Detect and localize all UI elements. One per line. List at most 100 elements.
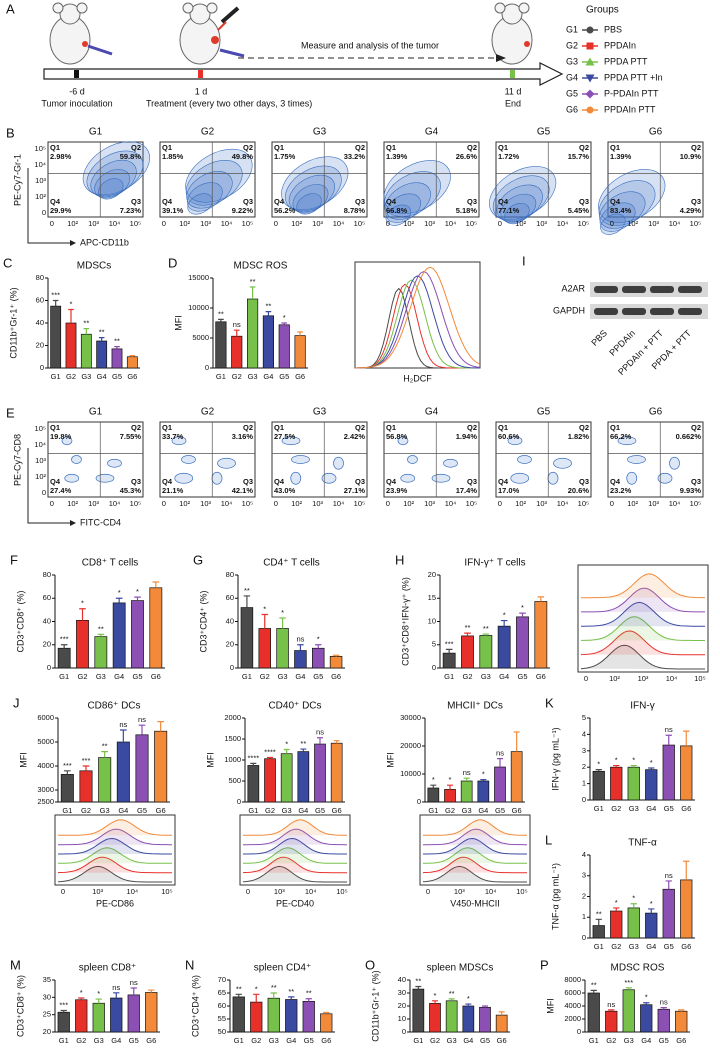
histogram-curve [580,630,705,656]
y-tick-label: 10³ [35,176,46,185]
error-bar [315,644,322,649]
x-tick-label: 10⁵ [578,499,589,508]
x-tick-label: G3 [81,372,91,381]
y-tick-label: 60 [218,1001,226,1010]
error-bar [300,748,307,752]
quadrant-value: 49.8% [232,152,254,161]
bar [662,744,675,801]
contour [384,182,431,220]
contour [385,204,412,226]
x-tick-label: 10² [515,219,526,228]
band-label: A2AR [561,283,585,293]
x-tick-label: G4 [641,1036,651,1045]
legend-name: PPDAIn [604,40,636,50]
significance: * [136,587,139,596]
x-tick-label: 0 [498,499,502,508]
x-axis-label: FITC-CD4 [80,517,121,527]
x-tick-label: 10⁴ [333,219,345,228]
quadrant-value: 17.0% [498,486,520,495]
plot-title: G4 [425,407,439,418]
significance: *** [82,756,91,765]
y-tick-label: 20 [428,570,436,579]
bar [442,652,456,669]
x-tick-label: G2 [232,372,242,381]
histogram-curve [243,828,347,846]
y-tick-label: 60 [226,593,234,602]
error-bar [497,758,503,767]
bar [510,751,523,803]
quadrant-name: Q2 [355,143,365,152]
error-bar [480,779,487,781]
quadrant-name: Q3 [131,197,141,206]
error-bar [283,748,290,754]
y-tick-label: 40 [36,318,44,327]
y-tick-label: 5 [432,640,436,649]
x-tick-label: G2 [606,1036,616,1045]
x-tick-label: 0 [162,499,166,508]
y-tick-label: 4 [582,850,586,859]
x-tick-label: G3 [629,804,639,813]
chart-title: TNF-α [628,838,657,849]
significance: ns [296,635,304,644]
contour [507,436,523,446]
significance: **** [247,753,259,762]
error-bar [281,322,288,325]
x-tick-label: G1 [59,672,69,681]
bar [267,997,280,1033]
quadrant-name: Q3 [467,477,477,486]
contour [321,472,337,484]
error-bar [60,1009,67,1013]
timeline-day: 1 d [195,86,208,96]
contour [186,171,233,209]
y-tick-label: 0 [205,363,209,372]
x-tick-label: 10⁵ [161,887,172,896]
x-tick-label: 0 [386,219,390,228]
x-tick-label: 10³ [274,887,285,896]
x-tick-label: 0 [50,219,54,228]
x-tick-label: G3 [447,1036,457,1045]
x-tick-label: G5 [517,672,527,681]
y-axis-label: PE-Cy7-Gr-1 [12,154,22,206]
x-tick-label: G1 [234,1036,244,1045]
panel-letter: A [6,1,15,16]
plot-frame [607,421,704,498]
quadrant-value: 3.16% [232,432,254,441]
x-tick-label: 0 [386,499,390,508]
x-tick-label: 10² [515,499,526,508]
quadrant-value: 33.2% [344,152,366,161]
histogram-curve [423,828,527,846]
error-bar [683,860,690,880]
significance: *** [59,1000,68,1009]
y-axis-label: CD11b⁺Gr-1⁺ (%) [8,287,18,358]
y-axis-label: IFN-γ (pg mL⁻¹) [550,727,560,790]
plot-title: G4 [425,127,439,138]
x-tick-label: 10³ [312,219,323,228]
x-tick-label: G1 [242,672,252,681]
quadrant-name: Q4 [50,477,61,486]
contour [296,193,322,215]
bar [60,774,74,803]
quadrant-value: 7.55% [120,432,142,441]
significance: ** [465,623,471,632]
plot-frame [47,141,144,218]
x-tick-label: 10⁴ [485,887,497,896]
histogram-curve [57,865,172,883]
error-bar [134,596,141,601]
x-tick-label: 10⁴ [333,499,345,508]
significance: ** [271,983,277,992]
significance: *** [63,761,72,770]
x-tick-label: G5 [132,672,142,681]
timeline-marker [74,70,79,78]
bar [145,992,158,1033]
quadrant-name: Q1 [162,423,172,432]
error-bar [270,992,277,999]
error-bar [97,633,105,637]
significance: ** [244,586,250,595]
contour [64,473,80,483]
error-bar [148,989,155,993]
quadrant-value: 21.1% [162,486,184,495]
y-axis-label: MFI [385,752,395,768]
error-bar [152,581,160,588]
error-bar [129,355,136,357]
bar [154,730,168,803]
